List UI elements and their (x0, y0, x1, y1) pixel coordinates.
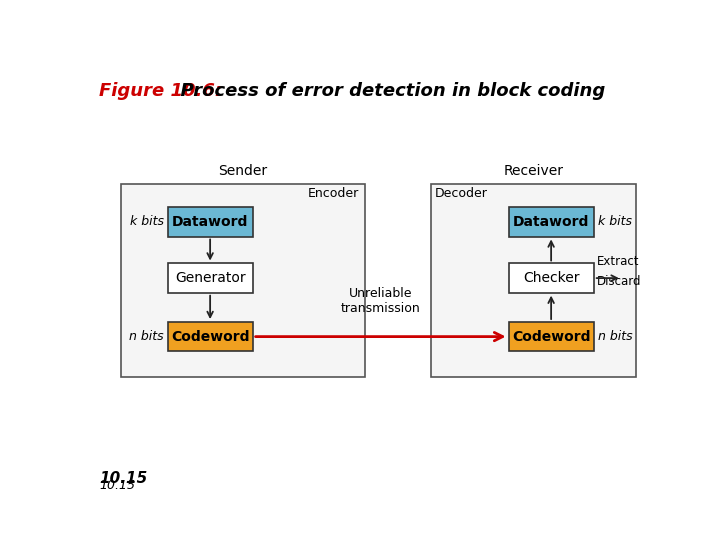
Text: n bits: n bits (129, 330, 163, 343)
Text: Figure 10.6:: Figure 10.6: (99, 82, 222, 100)
Text: Codeword: Codeword (512, 329, 590, 343)
FancyBboxPatch shape (508, 322, 594, 351)
Text: k bits: k bits (598, 215, 631, 228)
Text: Dataword: Dataword (513, 215, 589, 229)
Text: Dataword: Dataword (172, 215, 248, 229)
FancyBboxPatch shape (168, 264, 253, 293)
Text: Codeword: Codeword (171, 329, 249, 343)
Text: 10.15: 10.15 (99, 471, 148, 487)
Text: Checker: Checker (523, 271, 580, 285)
FancyBboxPatch shape (168, 207, 253, 237)
Text: Discard: Discard (597, 275, 642, 288)
FancyBboxPatch shape (508, 264, 594, 293)
FancyBboxPatch shape (431, 184, 636, 377)
FancyBboxPatch shape (121, 184, 365, 377)
Text: n bits: n bits (598, 330, 632, 343)
Text: Sender: Sender (218, 164, 268, 178)
Text: Encoder: Encoder (307, 187, 359, 200)
FancyBboxPatch shape (508, 207, 594, 237)
Text: Decoder: Decoder (435, 187, 487, 200)
Text: Process of error detection in block coding: Process of error detection in block codi… (168, 82, 605, 100)
Text: Generator: Generator (175, 271, 246, 285)
Text: Unreliable
transmission: Unreliable transmission (341, 287, 420, 315)
Text: Receiver: Receiver (504, 164, 564, 178)
Text: k bits: k bits (130, 215, 163, 228)
Text: 10.15: 10.15 (99, 479, 135, 492)
FancyBboxPatch shape (168, 322, 253, 351)
Text: Extract: Extract (597, 255, 639, 268)
